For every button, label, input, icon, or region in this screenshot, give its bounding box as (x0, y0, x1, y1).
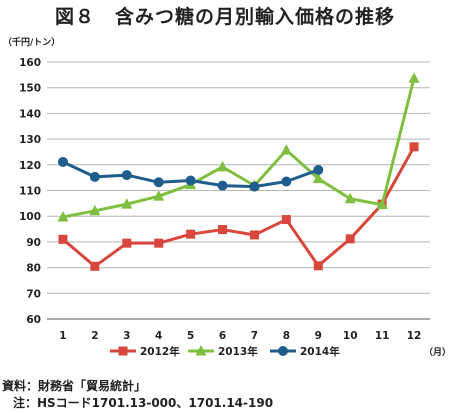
data-point (313, 261, 323, 271)
x-tick-label: 1 (59, 330, 66, 342)
footnote: 注：HSコード1701.13-000、1701.14-190 (13, 396, 274, 410)
legend-label: 2012年 (140, 345, 180, 358)
series-2 (57, 156, 324, 192)
x-tick-label: 2 (91, 330, 98, 342)
data-point (313, 164, 324, 175)
x-tick-label: 12 (407, 330, 422, 342)
series-1 (57, 72, 420, 222)
data-point (249, 230, 259, 240)
y-tick-label: 90 (26, 237, 41, 249)
y-tick-label: 100 (19, 211, 41, 223)
x-tick-label: 3 (123, 330, 130, 342)
x-tick-label: 4 (155, 330, 162, 342)
legend-item: 2012年 (110, 345, 180, 358)
source-note: 資料：財務省「貿易統計」 (2, 379, 147, 393)
data-point (122, 238, 132, 248)
data-point (121, 170, 132, 181)
y-tick-label: 130 (19, 134, 41, 146)
y-tick-label: 80 (26, 263, 41, 275)
data-point (281, 215, 291, 225)
data-point (408, 72, 420, 83)
data-point (89, 204, 101, 216)
y-tick-label: 60 (26, 314, 41, 326)
y-tick-label: 160 (19, 57, 41, 69)
x-tick-label: 5 (187, 330, 194, 342)
series-line (62, 77, 416, 219)
y-tick-label: 140 (19, 108, 41, 120)
data-point (409, 142, 419, 152)
data-point (89, 171, 100, 182)
x-tick-label: 8 (283, 330, 290, 342)
x-tick-label: 6 (219, 330, 226, 342)
data-point (281, 176, 292, 187)
data-point (121, 198, 133, 209)
y-tick-label: 70 (26, 288, 41, 300)
y-axis-unit-label: （千円/トン） (3, 36, 60, 48)
y-tick-label: 150 (19, 83, 41, 95)
data-point (57, 156, 68, 167)
x-tick-label: 11 (375, 330, 390, 342)
data-point (57, 210, 69, 222)
legend-item: 2013年 (188, 345, 258, 358)
data-point (186, 229, 196, 239)
data-point (376, 198, 388, 210)
x-tick-label: 10 (343, 330, 358, 342)
series-layer (57, 72, 420, 271)
data-point (345, 234, 355, 244)
legend-item: 2014年 (270, 345, 340, 358)
data-point (153, 190, 165, 201)
data-point (153, 177, 164, 188)
y-tick-label: 110 (19, 186, 41, 198)
legend-marker (278, 346, 288, 356)
legend: 2012年 2013年 2014年 (110, 345, 340, 358)
series-line (61, 146, 416, 268)
data-point (249, 181, 260, 192)
data-point (58, 234, 68, 244)
y-tick-label: 120 (19, 160, 41, 172)
data-point (217, 180, 228, 191)
legend-label: 2013年 (218, 345, 258, 358)
legend-marker (195, 345, 207, 356)
data-point (217, 160, 229, 172)
gridlines (47, 61, 430, 320)
data-point (312, 172, 324, 184)
legend-label: 2014年 (300, 345, 340, 358)
x-tick-label: 9 (315, 330, 322, 342)
data-point (280, 144, 292, 155)
data-point (154, 238, 164, 248)
data-point (90, 261, 100, 271)
x-axis-unit-label: （月） (424, 347, 450, 358)
data-point (344, 192, 356, 204)
x-tick-label: 7 (251, 330, 258, 342)
legend-marker (118, 346, 128, 356)
data-point (218, 225, 228, 235)
data-point (185, 175, 196, 186)
chart-title: 図８ 含みつ糖の月別輸入価格の推移 (54, 6, 395, 28)
